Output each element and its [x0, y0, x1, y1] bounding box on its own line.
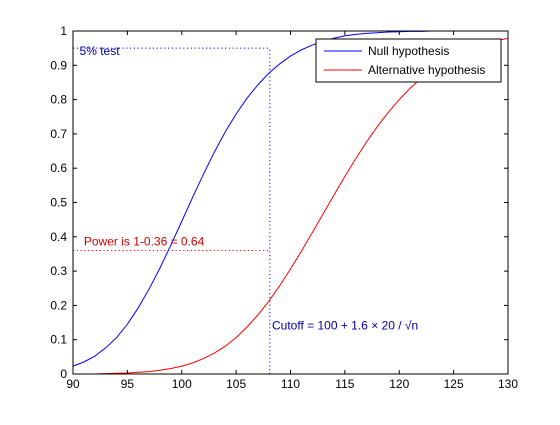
y-tick-label: 0.8 — [50, 93, 67, 107]
annotation-0: 5% test — [80, 44, 121, 58]
x-tick-label: 125 — [444, 377, 464, 391]
x-tick-label: 90 — [66, 377, 80, 391]
x-tick-label: 110 — [281, 377, 300, 391]
y-tick-label: 0.3 — [50, 264, 67, 278]
x-tick-label: 95 — [121, 377, 135, 391]
x-tick-label: 105 — [226, 377, 246, 391]
y-tick-label: 0.5 — [50, 196, 67, 210]
plot-area — [73, 31, 508, 374]
reference-lines — [73, 47, 271, 374]
y-tick-label: 0.1 — [50, 333, 67, 347]
x-tick-label: 115 — [335, 377, 354, 391]
x-tick-label: 120 — [389, 377, 409, 391]
y-tick-label: 0.6 — [50, 161, 67, 175]
y-tick-label: 0.7 — [50, 127, 67, 141]
y-tick-label: 1 — [60, 24, 67, 38]
legend: Null hypothesis Alternative hypothesis — [315, 38, 502, 83]
y-tick-label: 0.4 — [50, 230, 67, 244]
x-tick-label: 100 — [172, 377, 192, 391]
axis-ticks: 90 95 100 105 110 115 120 125 130 0 0.1 0.2 0.3 0.4 0.… — [50, 24, 518, 391]
y-tick-label: 0.2 — [50, 298, 67, 312]
y-tick-label: 0.9 — [50, 58, 67, 72]
y-tick-label: 0 — [60, 367, 67, 381]
legend-label-null-hypothesis: Null hypothesis — [368, 44, 449, 58]
annotations: 5% test Power is 1-0.36 = 0.64 Cutoff = 10… — [80, 44, 419, 332]
x-tick-label: 130 — [498, 377, 518, 391]
legend-box — [315, 38, 502, 83]
annotation-1: Power is 1-0.36 = 0.64 — [84, 234, 205, 248]
annotation-2: Cutoff = 100 + 1.6 × 20 / √n — [272, 318, 418, 332]
legend-label-alternative-hypothesis: Alternative hypothesis — [368, 63, 485, 77]
